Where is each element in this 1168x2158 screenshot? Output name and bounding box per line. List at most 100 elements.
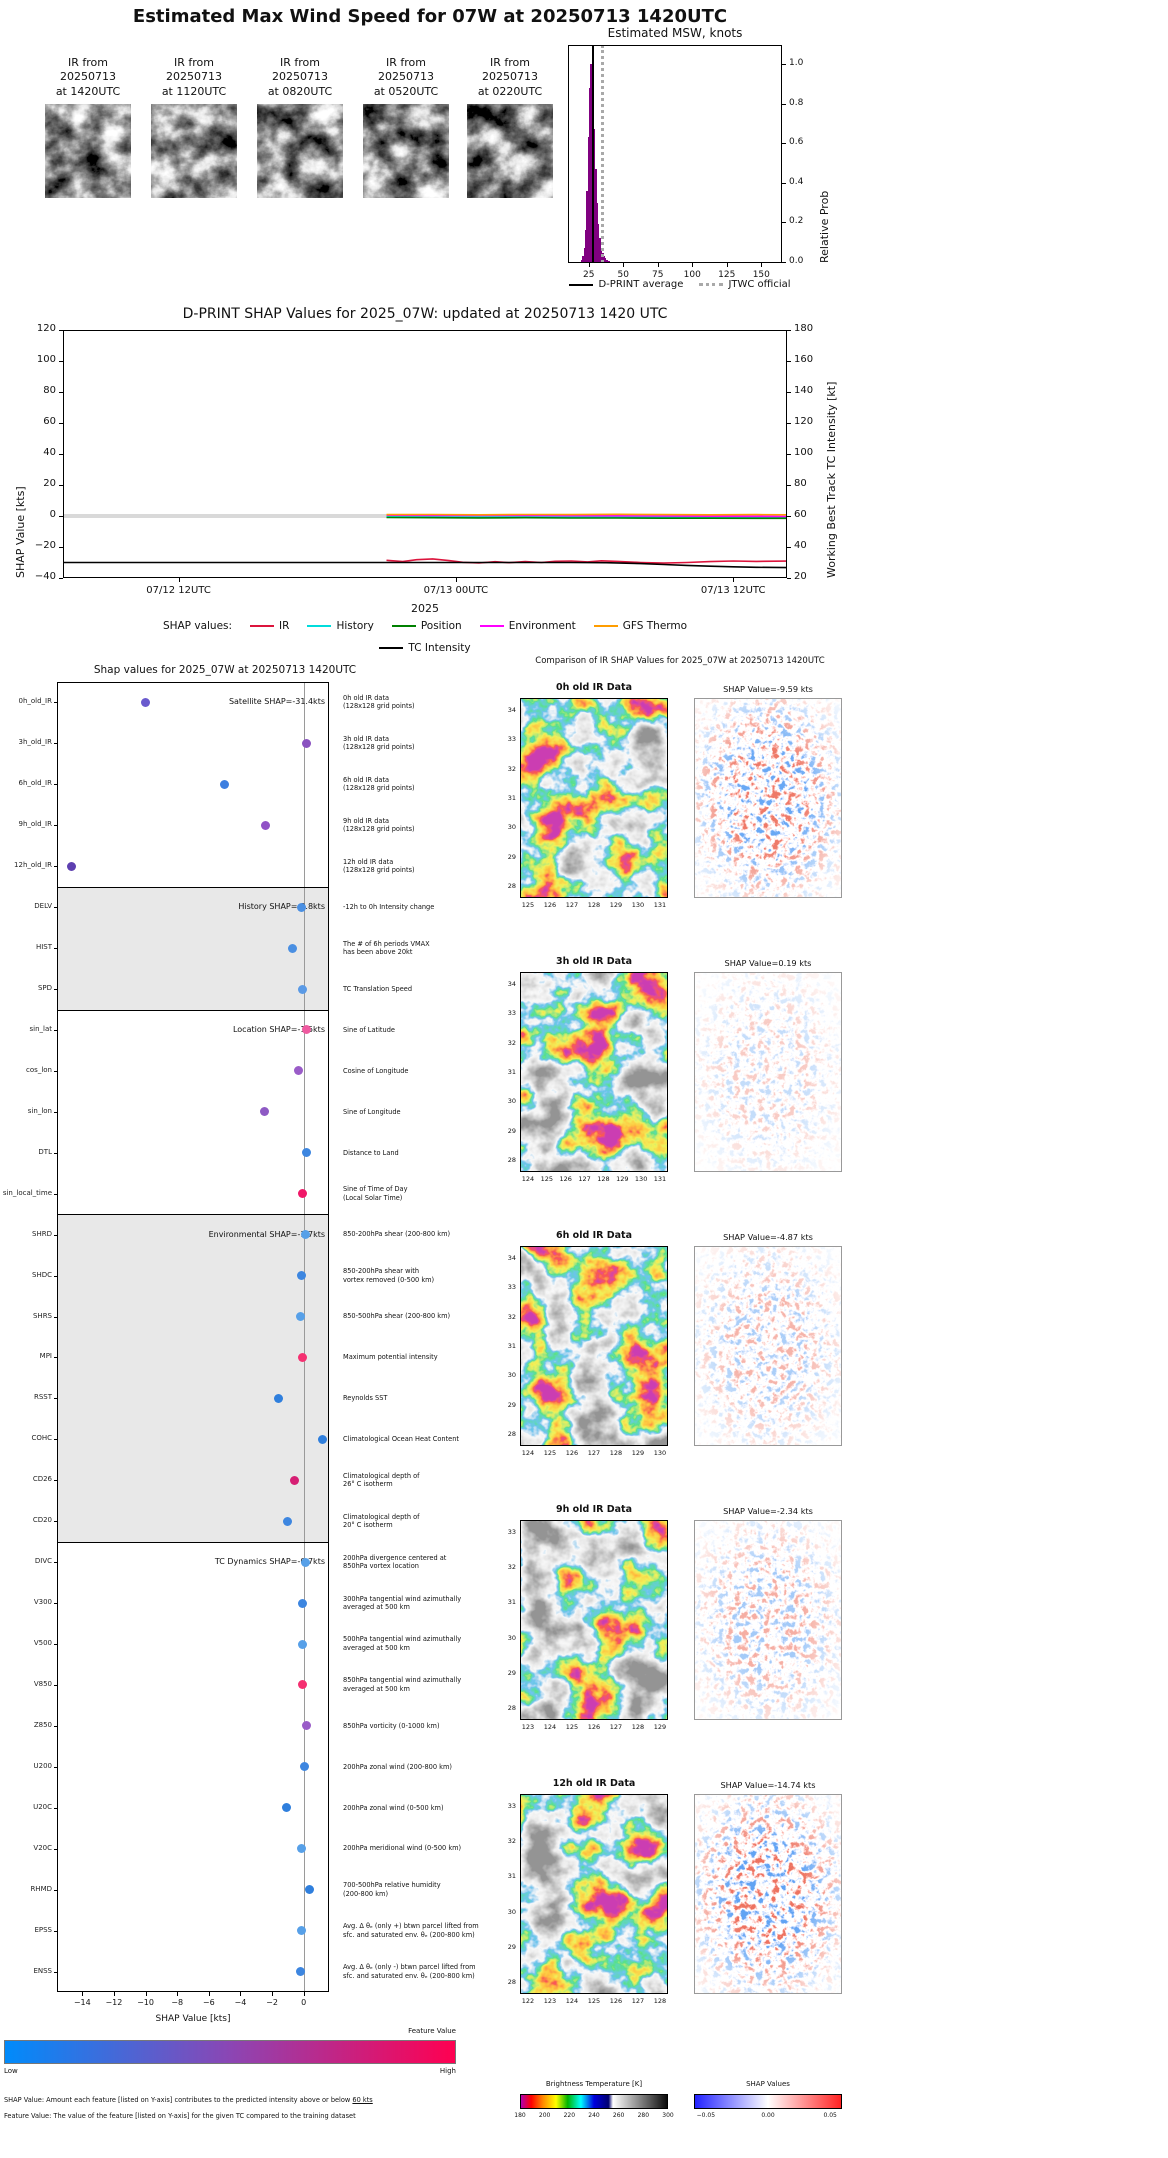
lat-tick-label: 28 bbox=[507, 1978, 516, 1986]
feature-desc: 200hPa zonal wind (200-800 km) bbox=[343, 1746, 503, 1787]
ir-thumbnail-image-noise bbox=[257, 104, 343, 198]
ts-legend-item-line bbox=[250, 625, 275, 627]
feature-desc: 850-500hPa shear (200-800 km) bbox=[343, 1296, 503, 1337]
feature-desc: Avg. Δ θₑ (only +) btwn parcel lifted fr… bbox=[343, 1910, 503, 1951]
histogram-x-tick-mark bbox=[726, 263, 728, 267]
dp-x-tick-label: −10 bbox=[137, 1998, 154, 2007]
feature-dot bbox=[298, 1680, 308, 1690]
group-label: TC Dynamics SHAP=-0.7kts bbox=[214, 1557, 325, 1567]
dotplot-zero-line bbox=[303, 682, 305, 1992]
feature-desc: 200hPa zonal wind (0-500 km) bbox=[343, 1787, 503, 1828]
feature-name: 9h_old_IR bbox=[18, 820, 53, 829]
lat-tick-label: 29 bbox=[507, 1668, 516, 1677]
bt-tick-label: 300 bbox=[662, 2112, 674, 2119]
feature-desc: Climatological Ocean Heat Content bbox=[343, 1419, 503, 1460]
histogram-bar bbox=[597, 224, 600, 262]
lat-tick-label: 33 bbox=[507, 1802, 516, 1810]
ts-y-tick-mark-left bbox=[59, 547, 63, 548]
feature-desc: The # of 6h periods VMAX has been above … bbox=[343, 928, 503, 969]
shap-map-fade bbox=[695, 1795, 841, 1993]
feature-desc-text: TC Translation Speed bbox=[343, 984, 413, 993]
feature-desc-text: Reynolds SST bbox=[343, 1394, 388, 1403]
ts-y-tick-mark-left bbox=[59, 578, 63, 579]
shap-map bbox=[694, 1520, 842, 1720]
feature-dot bbox=[281, 1803, 291, 1813]
lon-tick-label: 125 bbox=[587, 1997, 601, 2005]
feature-desc-text: 3h old IR data (128x128 grid points) bbox=[343, 734, 415, 752]
group-label: History SHAP=-0.8kts bbox=[238, 902, 325, 912]
lat-tick-label: 32 bbox=[507, 1038, 516, 1047]
ts-legend-item-label: GFS Thermo bbox=[622, 620, 688, 632]
dp-y-tick-mark bbox=[54, 1152, 57, 1154]
ts-y-tick-mark-right bbox=[787, 547, 791, 548]
dp-x-tick-label: −2 bbox=[266, 1998, 278, 2007]
shap-map-title: SHAP Value=-14.74 kts bbox=[720, 1780, 816, 1790]
lon-tick-label: 126 bbox=[587, 1723, 601, 1731]
histogram-bar bbox=[594, 168, 597, 262]
ts-y-tick-mark-left bbox=[59, 330, 63, 331]
feature-desc-text: 200hPa meridional wind (0-500 km) bbox=[343, 1844, 462, 1853]
histogram-y-tick-label: 1.0 bbox=[789, 58, 804, 68]
lon-tick-label: 125 bbox=[565, 1723, 579, 1731]
bt-tick-label: 280 bbox=[637, 2112, 650, 2119]
feature-desc: 300hPa tangential wind azimuthally avera… bbox=[343, 1583, 503, 1624]
feature-name: sin_lon bbox=[27, 1106, 52, 1115]
dp-y-tick-mark bbox=[54, 1725, 57, 1727]
dp-x-tick-mark bbox=[272, 1992, 274, 1996]
feature-name: RHMD bbox=[30, 1884, 52, 1893]
feature-name: HIST bbox=[35, 943, 52, 952]
ts-y-tick-label-left: 60 bbox=[43, 416, 56, 427]
series-line-gfs-thermo bbox=[386, 513, 787, 516]
bt-colorbar bbox=[520, 2094, 668, 2109]
dp-y-tick-mark bbox=[54, 1766, 57, 1768]
feature-dot bbox=[261, 820, 271, 830]
dp-x-tick-mark bbox=[208, 1992, 210, 1996]
feature-desc-text: 200hPa zonal wind (200-800 km) bbox=[343, 1762, 452, 1771]
feature-name: V20C bbox=[33, 1843, 52, 1852]
ts-y-tick-mark-right bbox=[787, 423, 791, 424]
lat-tick-label: 31 bbox=[507, 1342, 516, 1350]
shap-cb-tick-label: −0.05 bbox=[696, 2112, 716, 2119]
dp-x-tick-mark bbox=[177, 1992, 179, 1996]
bt-tick-label: 240 bbox=[588, 2112, 600, 2119]
lat-tick-label: 33 bbox=[507, 1528, 516, 1536]
feature-dot bbox=[296, 902, 306, 912]
bt-tick-label: 220 bbox=[563, 2112, 576, 2119]
dp-y-tick-mark bbox=[54, 1603, 57, 1605]
ir-map-title: 3h old IR Data bbox=[556, 956, 632, 967]
ts-legend-item-line bbox=[391, 625, 416, 627]
feature-desc-text: Avg. Δ θₑ (only -) btwn parcel lifted fr… bbox=[343, 1962, 476, 1980]
lon-tick-label: 129 bbox=[653, 1723, 667, 1731]
feature-name: cos_lon bbox=[26, 1065, 52, 1074]
shap-map-title: SHAP Value=-9.59 kts bbox=[723, 684, 813, 694]
histogram-legend: D-PRINT average JTWC official bbox=[538, 279, 822, 290]
lat-tick-label: 30 bbox=[507, 1097, 516, 1106]
colorbar-high-label: High bbox=[439, 2067, 456, 2075]
histogram-legend-item: JTWC official bbox=[699, 279, 791, 290]
dp-y-tick-mark bbox=[54, 989, 57, 991]
histogram-bar bbox=[580, 260, 583, 262]
ir-thumbnail-image-noise bbox=[363, 104, 449, 198]
dp-x-tick-label: −4 bbox=[234, 1998, 247, 2007]
lat-tick-label: 31 bbox=[507, 1598, 516, 1607]
ts-y-tick-label-left: 40 bbox=[43, 447, 56, 458]
histogram-x-tick-mark bbox=[623, 263, 625, 267]
ts-legend-item: IR bbox=[250, 620, 289, 632]
lon-tick-label: 123 bbox=[521, 1723, 535, 1731]
shap-map-fade bbox=[695, 973, 841, 1171]
lon-tick-label: 125 bbox=[543, 1449, 557, 1457]
group-label: Satellite SHAP=-31.4kts bbox=[228, 697, 325, 707]
feature-name: SPD bbox=[37, 984, 52, 993]
ir-map bbox=[520, 1246, 668, 1446]
feature-dot bbox=[288, 943, 298, 953]
feature-name: SHRS bbox=[32, 1311, 52, 1320]
histogram-bar bbox=[583, 248, 586, 262]
feature-desc: Climatological depth of 20° C isotherm bbox=[343, 1501, 503, 1542]
ir-map-texture bbox=[521, 973, 667, 1171]
lon-tick-label: 123 bbox=[543, 1997, 557, 2005]
ir-thumbnail-image-texture bbox=[467, 104, 553, 198]
histogram-y-tick-label: 0.0 bbox=[789, 256, 804, 266]
feature-name: V500 bbox=[33, 1639, 52, 1648]
histogram-bar bbox=[595, 202, 598, 262]
histogram-x-tick-label: 150 bbox=[752, 270, 770, 280]
